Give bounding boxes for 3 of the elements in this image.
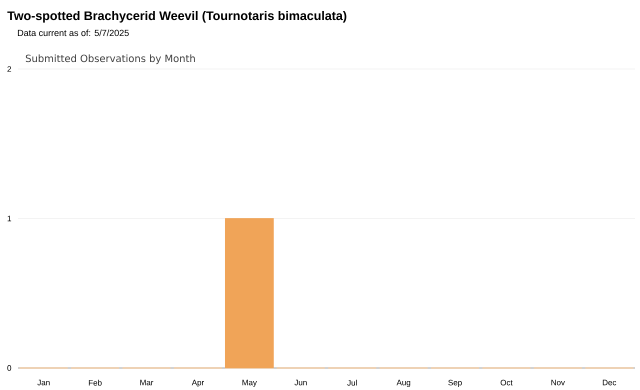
text: Submitted Observations by Month	[26, 54, 195, 64]
chart-title: Two-spotted Brachycerid Weevil (Tournotaris bimaculata)	[7, 10, 346, 23]
chart-subtitle: Data current as of: 5/7/2025	[18, 30, 129, 36]
